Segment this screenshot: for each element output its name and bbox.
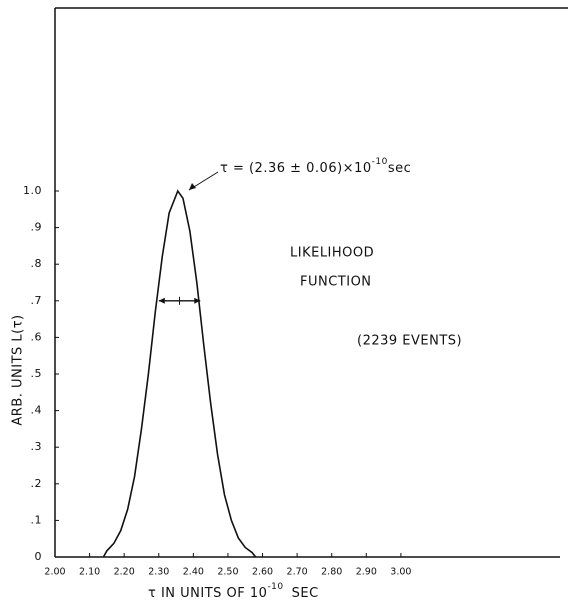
y-tick-label: .1 [31,513,43,526]
x-tick-label: 2.30 [148,567,169,578]
annotation: τ = (2.36 ± 0.06)×10-10sec [220,157,411,176]
y-tick-label: .3 [31,440,43,453]
annotation-unit: sec [388,161,411,176]
annotation-exponent: -10 [372,157,388,167]
y-tick-label: .7 [31,294,43,307]
likelihood-curve [102,189,257,558]
y-tick-label: .6 [31,330,43,343]
x-tick-label: 2.00 [44,567,65,578]
y-tick-label: .5 [31,367,43,380]
label-line: FUNCTION [300,275,372,290]
x-tick-label: 2.50 [217,567,238,578]
x-tick-label: 2.10 [79,567,100,578]
x-tick-label: 2.90 [356,567,377,578]
width-arrow-right [194,297,201,304]
y-tick-label: .9 [31,221,43,234]
y-tick-label: .4 [31,404,43,417]
arrow-head [189,183,196,190]
y-axis-label: ARB. UNITS L(τ) [11,314,26,425]
x-tick-label: 3.00 [390,567,411,578]
y-tick-label: 1.0 [23,184,42,197]
x-label-unit: SEC [292,586,319,601]
width-arrow-left [158,297,165,304]
annotation-text: τ = (2.36 ± 0.06)×10 [220,161,372,176]
x-tick-label: 2.80 [321,567,342,578]
x-label-exponent: -10 [267,582,283,592]
label-line: LIKELIHOOD [290,246,374,261]
x-tick-label: 2.40 [183,567,204,578]
x-tick-label: 2.20 [114,567,135,578]
x-tick-label: 2.70 [287,567,308,578]
x-tick-label: 2.60 [252,567,273,578]
events-label: (2239 EVENTS) [357,334,462,349]
y-tick-label: .8 [31,257,43,270]
y-tick-label: 0 [35,550,43,563]
x-label-text: τ IN UNITS OF 10 [148,586,267,601]
y-tick-label: .2 [31,477,43,490]
x-axis-label: τ IN UNITS OF 10-10 SEC [148,582,319,601]
